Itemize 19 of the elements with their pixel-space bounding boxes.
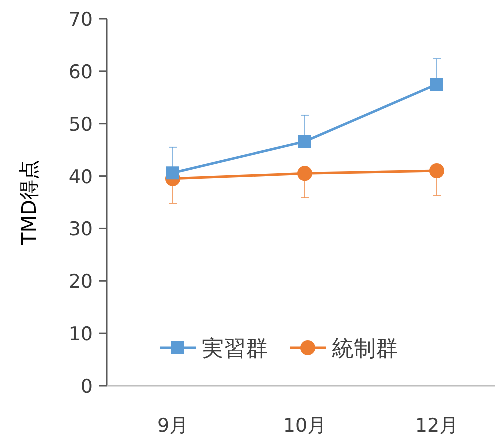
point bbox=[430, 164, 444, 179]
y-tick-label: 70 bbox=[68, 9, 93, 31]
y-axis-title: TMD得点 bbox=[17, 160, 41, 246]
y-tick-label: 10 bbox=[68, 324, 93, 346]
y-tick-label: 30 bbox=[68, 218, 93, 241]
point bbox=[298, 166, 312, 182]
legend-label: 実習群 bbox=[202, 337, 268, 362]
y-tick-label: 0 bbox=[80, 376, 93, 398]
y-tick-label: 50 bbox=[68, 114, 93, 136]
x-tick-label: 9月 bbox=[157, 415, 189, 437]
point bbox=[430, 78, 444, 92]
point bbox=[298, 135, 312, 148]
y-tick-label: 40 bbox=[68, 166, 93, 188]
x-tick-label: 10月 bbox=[283, 415, 327, 437]
y-tick-label: 60 bbox=[68, 61, 93, 84]
legend-label: 統制群 bbox=[332, 337, 398, 362]
x-tick-label: 12月 bbox=[415, 415, 459, 437]
point bbox=[166, 166, 180, 180]
y-tick-label: 20 bbox=[68, 271, 93, 294]
